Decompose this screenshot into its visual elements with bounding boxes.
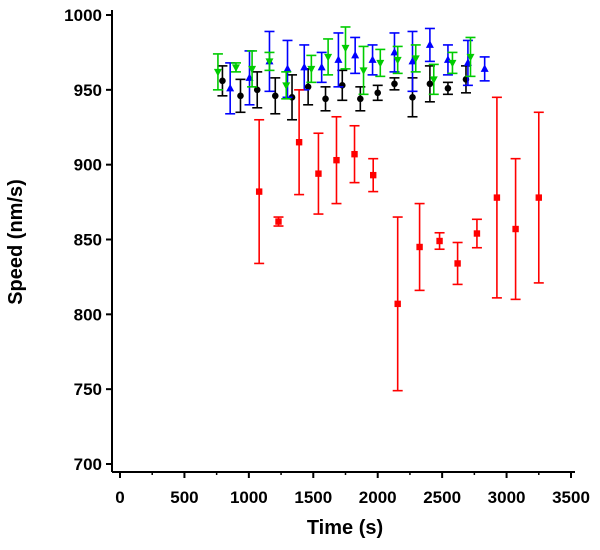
data-point — [512, 225, 519, 233]
data-point — [409, 94, 416, 101]
data-point — [231, 64, 240, 72]
data-point — [333, 156, 340, 164]
y-tick-label: 700 — [74, 455, 102, 474]
data-point — [448, 59, 457, 68]
data-point — [425, 40, 434, 48]
data-point — [370, 171, 377, 179]
data-point — [411, 55, 420, 63]
data-point — [300, 62, 309, 71]
data-point — [436, 237, 443, 245]
data-point — [454, 260, 461, 267]
data-point — [282, 82, 291, 90]
y-tick-label: 900 — [74, 156, 102, 175]
data-point — [408, 56, 417, 65]
data-point — [237, 92, 244, 100]
data-point — [416, 243, 423, 251]
data-point — [466, 53, 475, 62]
data-point — [535, 194, 542, 201]
axes: 0 500 1000 1500 2000 2500 3000 3500 700 750 800 850… — [64, 6, 590, 507]
data-point — [351, 50, 360, 59]
data-point — [390, 47, 399, 56]
data-point — [255, 188, 263, 195]
data-marks — [212, 26, 544, 392]
series-triangle-down — [212, 26, 476, 100]
x-axis-label: Time (s) — [307, 517, 383, 539]
data-point — [394, 300, 401, 308]
data-point — [334, 55, 343, 63]
data-point — [444, 85, 452, 92]
data-point — [324, 53, 333, 62]
data-point — [253, 86, 261, 94]
y-tick-label: 850 — [74, 231, 102, 250]
y-tick-label: 750 — [74, 380, 102, 399]
y-tick-label: 800 — [74, 305, 102, 324]
y-axis-label: Speed (nm/s) — [5, 179, 27, 305]
data-point — [351, 150, 358, 158]
data-point — [429, 76, 438, 84]
data-point — [341, 44, 350, 53]
x-tick-label: 500 — [170, 488, 198, 507]
data-point — [275, 218, 282, 225]
data-point — [426, 80, 434, 88]
y-tick-label: 1000 — [64, 6, 102, 25]
x-tick-label: 0 — [115, 488, 124, 507]
data-point — [219, 77, 226, 85]
series-circle — [217, 65, 471, 121]
data-point — [376, 59, 385, 68]
data-point — [391, 80, 398, 88]
x-tick-label: 1000 — [230, 488, 268, 507]
data-point — [283, 64, 292, 72]
y-tick-label: 950 — [74, 81, 102, 100]
data-point — [473, 230, 481, 237]
data-point — [368, 55, 377, 63]
data-point — [315, 170, 322, 177]
x-tick-label: 3500 — [552, 488, 590, 507]
series-square — [254, 89, 544, 392]
data-point — [357, 95, 364, 103]
x-tick-label: 2500 — [423, 488, 461, 507]
data-point — [307, 65, 316, 74]
data-point — [393, 56, 402, 65]
data-point — [359, 67, 368, 75]
data-point — [271, 92, 279, 100]
x-tick-label: 2000 — [359, 488, 397, 507]
data-point — [338, 82, 346, 89]
data-point — [374, 89, 382, 97]
data-point — [317, 62, 326, 71]
x-tick-label: 1500 — [294, 488, 332, 507]
data-point — [265, 58, 274, 66]
data-point — [248, 65, 257, 74]
data-point — [304, 83, 312, 91]
data-point — [213, 68, 222, 77]
x-tick-label: 3000 — [488, 488, 526, 507]
data-point — [480, 64, 489, 72]
data-point — [493, 194, 501, 201]
data-point — [226, 83, 235, 92]
data-point — [322, 95, 329, 103]
data-point — [295, 139, 303, 146]
